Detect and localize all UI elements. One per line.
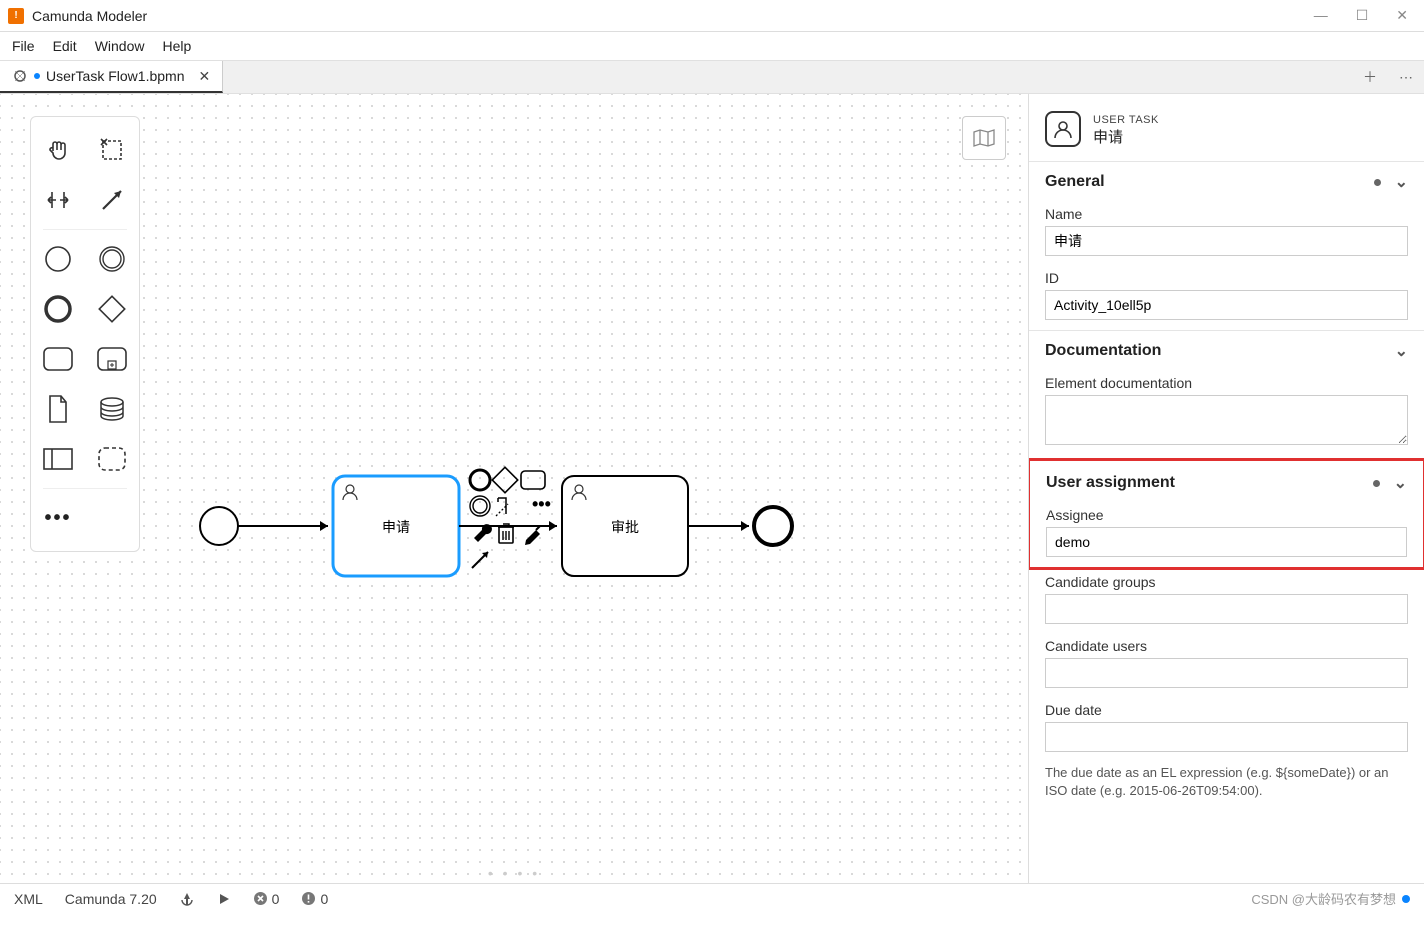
element-doc-label: Element documentation <box>1045 375 1408 391</box>
lasso-tool[interactable] <box>96 134 128 166</box>
tab-filename: UserTask Flow1.bpmn <box>46 68 185 84</box>
due-date-label: Due date <box>1045 702 1408 718</box>
tab-file[interactable]: UserTask Flow1.bpmn ✕ <box>0 61 223 93</box>
name-label: Name <box>1045 206 1408 222</box>
pad-annotation[interactable] <box>496 498 508 516</box>
participant-tool[interactable] <box>42 443 74 475</box>
task2-label: 审批 <box>611 519 639 535</box>
menu-window[interactable]: Window <box>95 38 145 54</box>
pad-task[interactable] <box>521 471 545 489</box>
section-documentation-header[interactable]: Documentation ⌄ <box>1029 330 1424 371</box>
id-label: ID <box>1045 270 1408 286</box>
error-icon <box>253 891 268 906</box>
properties-header: USER TASK 申请 <box>1029 94 1424 161</box>
new-tab-button[interactable]: ＋ <box>1352 61 1388 93</box>
end-event-tool[interactable] <box>42 293 74 325</box>
start-event-node[interactable] <box>200 507 238 545</box>
id-input[interactable] <box>1045 290 1408 320</box>
properties-panel: USER TASK 申请 General ⌄ Name ID Documenta… <box>1028 94 1424 883</box>
tab-close-button[interactable]: ✕ <box>199 68 211 85</box>
deploy-button[interactable] <box>179 891 195 907</box>
due-date-hint: The due date as an EL expression (e.g. $… <box>1029 762 1424 814</box>
element-name-display: 申请 <box>1093 126 1159 147</box>
section-general-header[interactable]: General ⌄ <box>1029 161 1424 202</box>
context-pad: ••• <box>470 467 551 568</box>
watermark: CSDN @大龄码农有梦想 <box>1251 889 1410 908</box>
xml-tab-button[interactable]: XML <box>14 891 43 907</box>
chevron-down-icon: ⌄ <box>1394 473 1407 493</box>
tool-palette: ••• <box>30 116 140 552</box>
diagram-canvas[interactable]: ••• 申请 <box>0 94 1028 883</box>
dot-icon <box>1402 895 1410 903</box>
warnings-indicator[interactable]: 0 <box>301 891 328 907</box>
section-indicator-icon <box>1373 480 1380 487</box>
pad-end-event[interactable] <box>470 470 490 490</box>
chevron-down-icon: ⌄ <box>1395 172 1408 192</box>
connect-tool[interactable] <box>96 184 128 216</box>
candidate-groups-label: Candidate groups <box>1045 574 1408 590</box>
section-user-assignment-header[interactable]: User assignment ⌄ <box>1030 463 1423 503</box>
hand-tool[interactable] <box>42 134 74 166</box>
pad-delete[interactable] <box>498 524 514 543</box>
errors-indicator[interactable]: 0 <box>253 891 280 907</box>
close-button[interactable]: ✕ <box>1396 7 1408 24</box>
user-task-type-icon <box>1045 111 1081 147</box>
assignee-input[interactable] <box>1046 527 1407 557</box>
intermediate-event-tool[interactable] <box>96 243 128 275</box>
warning-icon <box>301 891 316 906</box>
assignee-label: Assignee <box>1046 507 1407 523</box>
candidate-groups-input[interactable] <box>1045 594 1408 624</box>
unsaved-indicator-icon <box>34 73 40 79</box>
start-event-tool[interactable] <box>42 243 74 275</box>
pad-color[interactable] <box>525 526 540 545</box>
resize-handle-icon[interactable]: • • • • <box>488 865 540 881</box>
status-bar: XML Camunda 7.20 0 0 CSDN @大龄码农有梦想 <box>0 883 1424 913</box>
maximize-button[interactable]: ☐ <box>1356 7 1369 24</box>
pad-more[interactable]: ••• <box>532 494 551 514</box>
name-input[interactable] <box>1045 226 1408 256</box>
due-date-input[interactable] <box>1045 722 1408 752</box>
subprocess-tool[interactable] <box>96 343 128 375</box>
minimize-button[interactable]: — <box>1314 7 1328 24</box>
highlighted-section: User assignment ⌄ Assignee <box>1028 458 1424 570</box>
engine-version[interactable]: Camunda 7.20 <box>65 891 157 907</box>
app-logo-icon: ! <box>8 8 24 24</box>
bpmn-file-icon <box>12 68 28 84</box>
task1-label: 申请 <box>382 519 410 535</box>
minimap-toggle[interactable] <box>962 116 1006 160</box>
pad-gateway[interactable] <box>492 467 517 492</box>
group-tool[interactable] <box>96 443 128 475</box>
menu-bar: File Edit Window Help <box>0 32 1424 60</box>
window-titlebar: ! Camunda Modeler — ☐ ✕ <box>0 0 1424 32</box>
candidate-users-input[interactable] <box>1045 658 1408 688</box>
end-event-node[interactable] <box>754 507 792 545</box>
element-doc-input[interactable] <box>1045 395 1408 445</box>
tab-overflow-button[interactable]: ⋯ <box>1388 61 1424 93</box>
candidate-users-label: Candidate users <box>1045 638 1408 654</box>
task-tool[interactable] <box>42 343 74 375</box>
menu-help[interactable]: Help <box>162 38 191 54</box>
element-type-label: USER TASK <box>1093 114 1159 126</box>
chevron-down-icon: ⌄ <box>1395 341 1408 361</box>
map-icon <box>972 128 996 148</box>
menu-file[interactable]: File <box>12 38 35 54</box>
pad-connect[interactable] <box>472 552 488 568</box>
data-store-tool[interactable] <box>96 393 128 425</box>
palette-more[interactable]: ••• <box>42 502 74 534</box>
data-object-tool[interactable] <box>42 393 74 425</box>
tab-bar: UserTask Flow1.bpmn ✕ ＋ ⋯ <box>0 60 1424 94</box>
bpmn-diagram: 申请 审批 <box>200 474 840 624</box>
gateway-tool[interactable] <box>96 293 128 325</box>
app-title: Camunda Modeler <box>32 8 147 24</box>
menu-edit[interactable]: Edit <box>53 38 77 54</box>
space-tool[interactable] <box>42 184 74 216</box>
section-indicator-icon <box>1374 179 1381 186</box>
run-button[interactable] <box>217 892 231 906</box>
